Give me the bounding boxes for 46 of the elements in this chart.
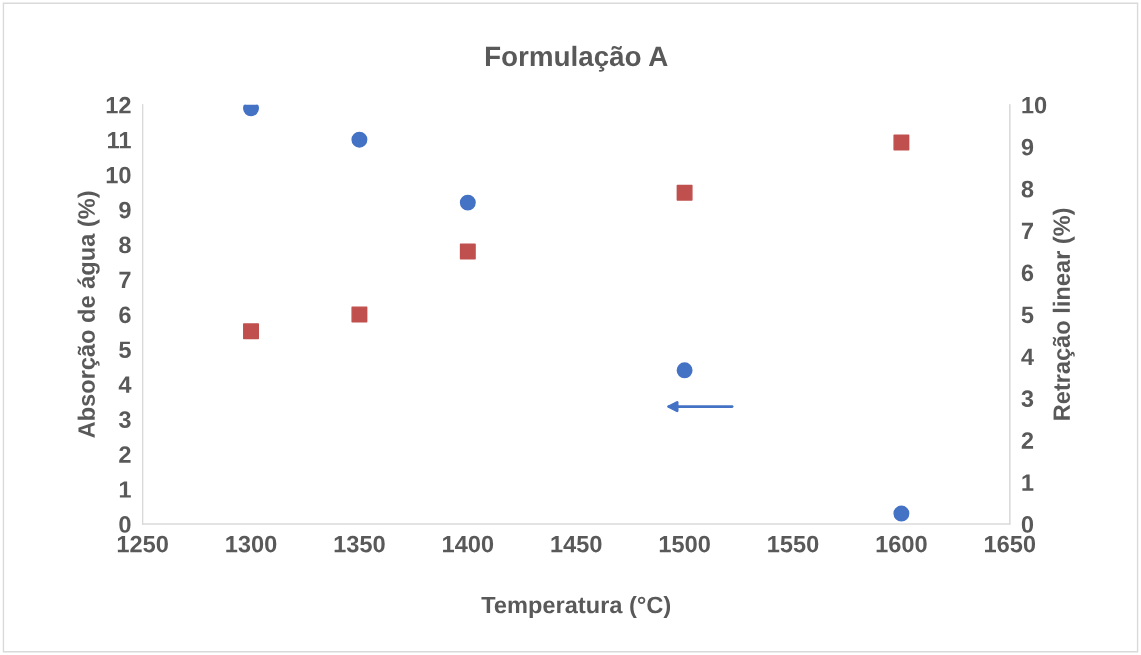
point (676, 184, 693, 201)
point (243, 323, 259, 340)
x-tick-label: 1450 (551, 535, 602, 553)
y2-tick-label: 2 (1021, 432, 1034, 449)
y2-tick-label: 1 (1022, 474, 1034, 491)
y2-tick-label: 9 (1021, 138, 1034, 156)
y-tick-label: 11 (108, 132, 131, 149)
y-tick-label: 7 (119, 271, 131, 289)
y-tick-label: 12 (106, 96, 131, 114)
x-tick-label: 1600 (876, 535, 927, 553)
point (893, 134, 910, 151)
y2-tick-label: 10 (1022, 96, 1047, 114)
y-tick-label: 4 (118, 376, 132, 393)
y2-tick-label: 0 (1021, 516, 1034, 533)
point (459, 243, 476, 260)
y-tick-label: 8 (119, 236, 131, 254)
y2-axis-title: Retração linear (%) (1052, 208, 1075, 420)
chart-title: Formulação A (485, 45, 668, 72)
y2-tick-label: 3 (1021, 390, 1034, 408)
y-tick-label: 10 (106, 166, 131, 184)
x-tick-label: 1300 (226, 535, 277, 553)
y2-tick-label: 8 (1021, 180, 1034, 198)
y-tick-label: 6 (119, 306, 131, 324)
y2-tick-label: 7 (1021, 222, 1033, 240)
x-tick-label: 1350 (334, 535, 385, 553)
x-axis-title: Temperatura (°C) (481, 596, 671, 619)
point (893, 505, 910, 522)
x-tick-label: 1250 (117, 535, 168, 553)
point (351, 306, 368, 323)
point (676, 362, 693, 379)
x-tick-label: 1500 (659, 535, 710, 553)
y-tick-label: 9 (119, 201, 131, 219)
x-tick-label: 1550 (768, 535, 819, 553)
y2-tick-label: 5 (1021, 306, 1034, 324)
y-tick-label: 2 (119, 446, 131, 463)
point (459, 194, 476, 211)
y2-tick-label: 4 (1021, 348, 1034, 365)
y-tick-label: 1 (119, 481, 131, 498)
y-tick-label: 3 (118, 411, 131, 429)
y-tick-label: 0 (119, 516, 131, 533)
x-tick-label: 1650 (985, 535, 1036, 553)
y-axis-title: Absorção de água (%) (77, 191, 100, 438)
x-tick-label: 1400 (443, 535, 494, 553)
point (351, 131, 368, 148)
y-tick-label: 5 (119, 341, 131, 359)
y2-tick-label: 6 (1021, 264, 1034, 282)
